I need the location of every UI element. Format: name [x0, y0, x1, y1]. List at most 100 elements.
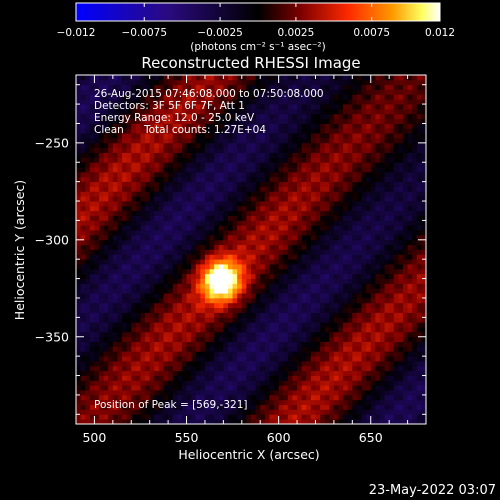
heatmap-cell — [343, 307, 349, 313]
heatmap-cell — [366, 234, 372, 241]
heatmap-cell — [204, 283, 210, 289]
heatmap-cell — [329, 380, 335, 386]
heatmap-cell — [251, 273, 257, 279]
heatmap-cell — [126, 259, 132, 265]
heatmap-cell — [306, 293, 312, 299]
heatmap-cell — [191, 327, 197, 333]
heatmap-cell — [375, 254, 381, 260]
heatmap-cell — [135, 191, 141, 197]
heatmap-cell — [310, 230, 316, 236]
heatmap-cell — [94, 404, 100, 410]
heatmap-cell — [200, 205, 206, 212]
heatmap-cell — [145, 346, 151, 352]
heatmap-cell — [347, 365, 353, 372]
heatmap-cell — [241, 234, 247, 241]
heatmap-cell — [145, 230, 151, 236]
heatmap-cell — [375, 210, 381, 216]
heatmap-cell — [131, 79, 137, 86]
heatmap-cell — [320, 317, 326, 323]
heatmap-cell — [214, 365, 220, 372]
heatmap-cell — [76, 312, 82, 318]
heatmap-cell — [343, 419, 349, 424]
heatmap-cell — [297, 79, 303, 86]
heatmap-cell — [370, 167, 376, 173]
heatmap-cell — [232, 181, 238, 187]
heatmap-cell — [158, 268, 164, 275]
heatmap-cell — [389, 283, 395, 289]
heatmap-cell — [379, 118, 385, 124]
heatmap-cell — [246, 365, 252, 372]
heatmap-cell — [195, 365, 201, 372]
heatmap-cell — [145, 399, 151, 406]
heatmap-cell — [379, 414, 385, 420]
heatmap-cell — [375, 375, 381, 381]
heatmap-cell — [264, 341, 270, 347]
heatmap-cell — [89, 409, 95, 415]
heatmap-cell — [352, 283, 358, 289]
heatmap-cell — [218, 351, 224, 357]
heatmap-cell — [227, 293, 233, 299]
heatmap-cell — [149, 205, 155, 212]
heatmap-cell — [214, 186, 220, 192]
heatmap-cell — [112, 394, 118, 401]
heatmap-cell — [278, 331, 284, 338]
heatmap-cell — [232, 201, 238, 207]
heatmap-cell — [103, 268, 109, 275]
heatmap-cell — [85, 351, 91, 357]
heatmap-cell — [135, 196, 141, 202]
heatmap-cell — [315, 234, 321, 241]
heatmap-cell — [251, 244, 257, 250]
heatmap-cell — [375, 380, 381, 386]
heatmap-cell — [306, 336, 312, 342]
heatmap-cell — [264, 89, 270, 95]
heatmap-cell — [283, 94, 289, 100]
heatmap-cell — [103, 278, 109, 284]
heatmap-cell — [168, 99, 174, 105]
heatmap-cell — [99, 176, 105, 183]
heatmap-cell — [117, 99, 123, 105]
heatmap-cell — [204, 302, 210, 309]
heatmap-cell — [333, 79, 339, 86]
heatmap-cell — [274, 133, 280, 139]
heatmap-cell — [154, 302, 160, 309]
heatmap-cell — [131, 419, 137, 424]
heatmap-cell — [297, 327, 303, 333]
heatmap-cell — [333, 220, 339, 226]
heatmap-cell — [191, 128, 197, 134]
heatmap-cell — [191, 307, 197, 313]
heatmap-cell — [172, 278, 178, 284]
heatmap-cell — [158, 385, 164, 391]
heatmap-cell — [140, 147, 146, 153]
heatmap-cell — [76, 254, 82, 260]
heatmap-cell — [278, 414, 284, 420]
heatmap-cell — [297, 297, 303, 304]
heatmap-cell — [154, 341, 160, 347]
heatmap-cell — [278, 273, 284, 279]
heatmap-cell — [126, 133, 132, 139]
heatmap-cell — [181, 278, 187, 284]
heatmap-cell — [200, 118, 206, 124]
heatmap-cell — [274, 89, 280, 95]
heatmap-cell — [232, 312, 238, 318]
heatmap-cell — [154, 79, 160, 86]
heatmap-cell — [283, 380, 289, 386]
heatmap-cell — [131, 113, 137, 120]
heatmap-cell — [352, 404, 358, 410]
heatmap-cell — [89, 171, 95, 178]
heatmap-cell — [140, 394, 146, 401]
heatmap-cell — [126, 312, 132, 318]
heatmap-cell — [278, 234, 284, 241]
heatmap-cell — [99, 186, 105, 192]
heatmap-cell — [274, 404, 280, 410]
heatmap-cell — [131, 360, 137, 367]
heatmap-cell — [352, 84, 358, 90]
heatmap-cell — [117, 104, 123, 110]
heatmap-cell — [278, 268, 284, 275]
heatmap-cell — [241, 288, 247, 294]
heatmap-cell — [108, 196, 114, 202]
heatmap-cell — [343, 297, 349, 304]
heatmap-cell — [324, 317, 330, 323]
heatmap-cell — [320, 181, 326, 187]
heatmap-cell — [140, 244, 146, 250]
heatmap-cell — [122, 283, 128, 289]
